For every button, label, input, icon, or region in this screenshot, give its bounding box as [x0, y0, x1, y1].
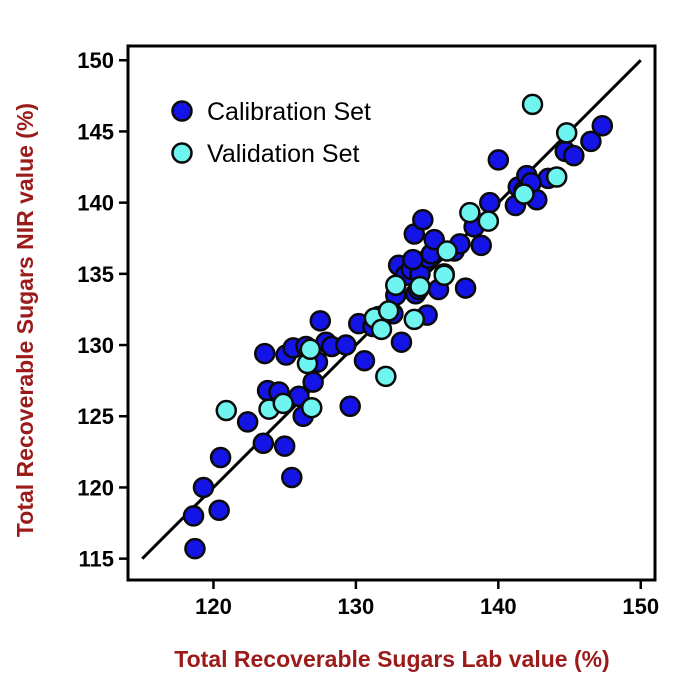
validation-point: [459, 201, 481, 224]
x-tick-label: 120: [195, 594, 232, 619]
legend-label-validation: Validation Set: [207, 140, 359, 168]
calibration-point: [412, 208, 434, 231]
data-points: [182, 93, 614, 560]
y-tick-label: 145: [77, 119, 114, 144]
y-tick-label: 140: [77, 191, 114, 216]
calibration-point: [302, 371, 324, 393]
validation-point: [385, 274, 407, 296]
legend: Calibration Set Validation Set: [171, 98, 371, 168]
validation-point: [300, 396, 323, 419]
legend-label-calibration: Calibration Set: [207, 98, 371, 126]
calibration-point: [470, 234, 492, 257]
calibration-point: [353, 349, 376, 372]
calibration-point: [236, 411, 259, 433]
validation-point: [215, 399, 238, 422]
validation-point: [521, 93, 544, 116]
validation-point: [409, 275, 431, 298]
validation-point: [477, 210, 500, 232]
validation-point: [299, 338, 322, 361]
calibration-point: [182, 505, 205, 527]
y-tick-label: 130: [77, 333, 114, 358]
validation-point: [377, 300, 400, 322]
validation-point: [436, 240, 458, 262]
calibration-point: [192, 476, 215, 499]
calibration-point: [454, 277, 477, 299]
calibration-point: [253, 342, 276, 365]
calibration-point: [252, 432, 275, 455]
plot-area-border: [126, 44, 657, 582]
y-tick-label: 125: [77, 404, 114, 429]
calibration-point: [335, 334, 357, 356]
calibration-point: [580, 130, 602, 153]
calibration-point: [479, 191, 501, 214]
legend-marker-validation: [171, 142, 193, 164]
calibration-point: [487, 149, 510, 171]
validation-point: [403, 308, 426, 331]
validation-point: [433, 264, 455, 287]
calibration-point: [339, 395, 361, 418]
calibration-point: [402, 248, 424, 271]
y-tick-label: 115: [79, 547, 115, 572]
calibration-point: [184, 537, 206, 560]
y-axis-title: Total Recoverable Sugars NIR value (%): [12, 103, 38, 537]
calibration-point: [209, 446, 232, 469]
calibration-point: [208, 499, 230, 521]
validation-point: [555, 122, 578, 144]
validation-point: [375, 365, 397, 388]
y-tick-label: 150: [77, 48, 114, 73]
validation-point: [272, 392, 295, 415]
axis-ticks: 120 130 140 150 115 120 125 130 135 140 145 150: [77, 48, 659, 619]
x-tick-label: 140: [480, 594, 517, 619]
x-tick-label: 150: [622, 594, 659, 619]
calibration-point: [281, 466, 303, 489]
calibration-point: [273, 435, 296, 457]
y-tick-label: 120: [77, 475, 114, 500]
calibration-point: [563, 144, 585, 167]
validation-point: [513, 183, 535, 205]
calibration-point: [390, 331, 413, 353]
y-tick-label: 135: [77, 262, 114, 287]
calibration-point: [591, 114, 614, 137]
plot-frame: [126, 44, 657, 582]
x-axis-title: Total Recoverable Sugars Lab value (%): [174, 646, 609, 672]
x-tick-label: 130: [338, 594, 375, 619]
validation-point: [545, 166, 568, 188]
calibration-point: [309, 310, 332, 332]
validation-point: [370, 318, 393, 341]
legend-marker-calibration: [171, 100, 193, 122]
